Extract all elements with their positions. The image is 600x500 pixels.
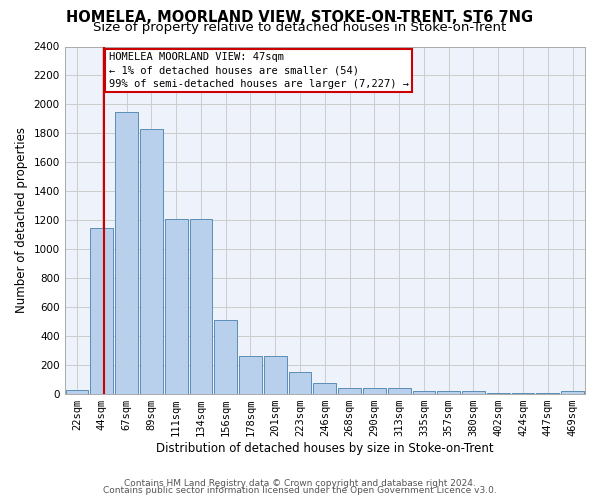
- Bar: [462, 391, 485, 394]
- Bar: [289, 372, 311, 394]
- Text: Contains HM Land Registry data © Crown copyright and database right 2024.: Contains HM Land Registry data © Crown c…: [124, 478, 476, 488]
- Bar: [437, 392, 460, 394]
- Bar: [313, 383, 336, 394]
- Text: HOMELEA, MOORLAND VIEW, STOKE-ON-TRENT, ST6 7NG: HOMELEA, MOORLAND VIEW, STOKE-ON-TRENT, …: [67, 10, 533, 25]
- Bar: [264, 356, 287, 394]
- Bar: [140, 129, 163, 394]
- Bar: [388, 388, 410, 394]
- Bar: [239, 356, 262, 394]
- X-axis label: Distribution of detached houses by size in Stoke-on-Trent: Distribution of detached houses by size …: [156, 442, 494, 455]
- Text: Contains public sector information licensed under the Open Government Licence v3: Contains public sector information licen…: [103, 486, 497, 495]
- Bar: [65, 390, 88, 394]
- Text: HOMELEA MOORLAND VIEW: 47sqm
← 1% of detached houses are smaller (54)
99% of sem: HOMELEA MOORLAND VIEW: 47sqm ← 1% of det…: [109, 52, 409, 88]
- Bar: [338, 388, 361, 394]
- Bar: [487, 393, 509, 394]
- Bar: [561, 391, 584, 394]
- Bar: [363, 388, 386, 394]
- Bar: [413, 392, 436, 394]
- Bar: [512, 393, 535, 394]
- Bar: [190, 219, 212, 394]
- Bar: [115, 112, 138, 394]
- Bar: [165, 219, 188, 394]
- Bar: [214, 320, 237, 394]
- Bar: [91, 228, 113, 394]
- Y-axis label: Number of detached properties: Number of detached properties: [15, 128, 28, 314]
- Text: Size of property relative to detached houses in Stoke-on-Trent: Size of property relative to detached ho…: [94, 21, 506, 34]
